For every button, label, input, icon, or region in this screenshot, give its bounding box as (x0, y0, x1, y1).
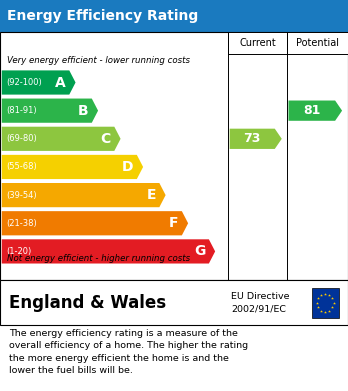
Text: (69-80): (69-80) (6, 134, 37, 143)
Text: Energy Efficiency Rating: Energy Efficiency Rating (7, 9, 198, 23)
Polygon shape (2, 155, 143, 179)
Polygon shape (2, 99, 98, 123)
Text: D: D (122, 160, 133, 174)
Polygon shape (230, 129, 282, 149)
Text: (1-20): (1-20) (6, 247, 31, 256)
Text: Not energy efficient - higher running costs: Not energy efficient - higher running co… (7, 253, 190, 263)
Polygon shape (2, 70, 76, 95)
Text: G: G (194, 244, 205, 258)
Text: (39-54): (39-54) (6, 190, 37, 200)
Polygon shape (288, 100, 342, 121)
Bar (0, 0, 348, 32)
Text: (81-91): (81-91) (6, 106, 37, 115)
Text: F: F (169, 216, 179, 230)
Text: The energy efficiency rating is a measure of the
overall efficiency of a home. T: The energy efficiency rating is a measur… (9, 329, 248, 375)
Text: A: A (55, 75, 66, 90)
Text: E: E (147, 188, 156, 202)
Text: (55-68): (55-68) (6, 162, 37, 172)
Polygon shape (2, 183, 166, 207)
Text: Very energy efficient - lower running costs: Very energy efficient - lower running co… (7, 56, 190, 66)
Polygon shape (2, 211, 188, 235)
Text: C: C (101, 132, 111, 146)
Text: 81: 81 (303, 104, 321, 117)
Polygon shape (2, 239, 215, 264)
Bar (0, 32, 348, 280)
Text: England & Wales: England & Wales (9, 294, 166, 312)
Text: Potential: Potential (296, 38, 339, 48)
Text: 73: 73 (244, 132, 261, 145)
Bar (0, 280, 348, 325)
Text: (21-38): (21-38) (6, 219, 37, 228)
Polygon shape (2, 127, 121, 151)
Bar (287, 32, 348, 54)
Text: B: B (78, 104, 88, 118)
Bar (312, 288, 339, 317)
Text: (92-100): (92-100) (6, 78, 42, 87)
Text: EU Directive
2002/91/EC: EU Directive 2002/91/EC (231, 292, 290, 313)
Bar (228, 32, 287, 54)
Text: Current: Current (239, 38, 276, 48)
